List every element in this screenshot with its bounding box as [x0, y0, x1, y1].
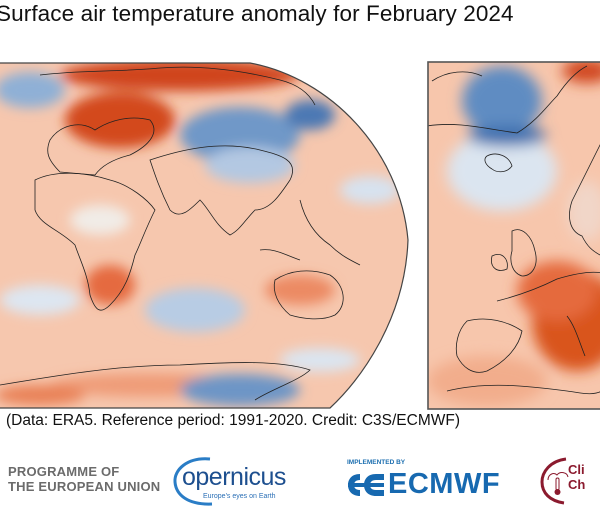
world-anomaly-map [0, 62, 409, 409]
copernicus-arc-icon [173, 457, 213, 506]
c3s-logo: Cli Ch [540, 456, 600, 506]
thermometer-cloud-icon [540, 457, 569, 505]
c3s-wordmark: Cli Ch [568, 462, 586, 492]
map-title: Surface air temperature anomaly for Febr… [0, 1, 514, 26]
data-credit: (Data: ERA5. Reference period: 1991-2020… [6, 412, 460, 429]
eu-programme-logo: PROGRAMME OF THE EUROPEAN UNION [8, 464, 160, 494]
ecmwf-wordmark: ECMWF [388, 468, 501, 500]
eu-programme-line1: PROGRAMME OF [8, 464, 120, 479]
copernicus-wordmark: opernicus [182, 463, 286, 491]
implemented-by-label: IMPLEMENTED BY [347, 459, 406, 466]
copernicus-logo: opernicus Europe's eyes on Earth [172, 455, 312, 507]
eu-programme-line2: THE EUROPEAN UNION [8, 479, 161, 494]
europe-anomaly-map [427, 61, 600, 410]
ecmwf-symbol-icon [348, 474, 384, 496]
copernicus-tagline: Europe's eyes on Earth [203, 493, 276, 500]
